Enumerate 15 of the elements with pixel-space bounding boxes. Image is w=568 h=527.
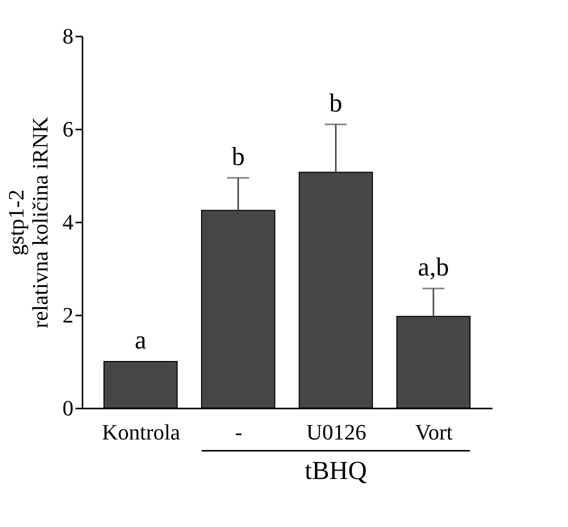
x-tick-label: U0126 — [306, 420, 366, 444]
y-tick-label: 8 — [62, 24, 74, 48]
y-tick-label: 6 — [62, 116, 74, 142]
x-tick-label: Kontrola — [102, 420, 180, 444]
x-tick-label: Vort — [415, 420, 453, 444]
annotation: b — [232, 142, 245, 171]
x-tick-label: - — [235, 420, 242, 444]
annotation: b — [329, 88, 342, 118]
annotation: a — [134, 326, 147, 354]
text: tBHQ — [304, 456, 368, 486]
y-tick-label: 2 — [62, 302, 74, 328]
annotation: a,b — [418, 252, 449, 282]
y-axis-title: gstp1-2 relativna količina iRNK — [4, 116, 52, 328]
y-tick-label: 4 — [62, 210, 74, 234]
y-tick-label: 0 — [62, 396, 74, 420]
